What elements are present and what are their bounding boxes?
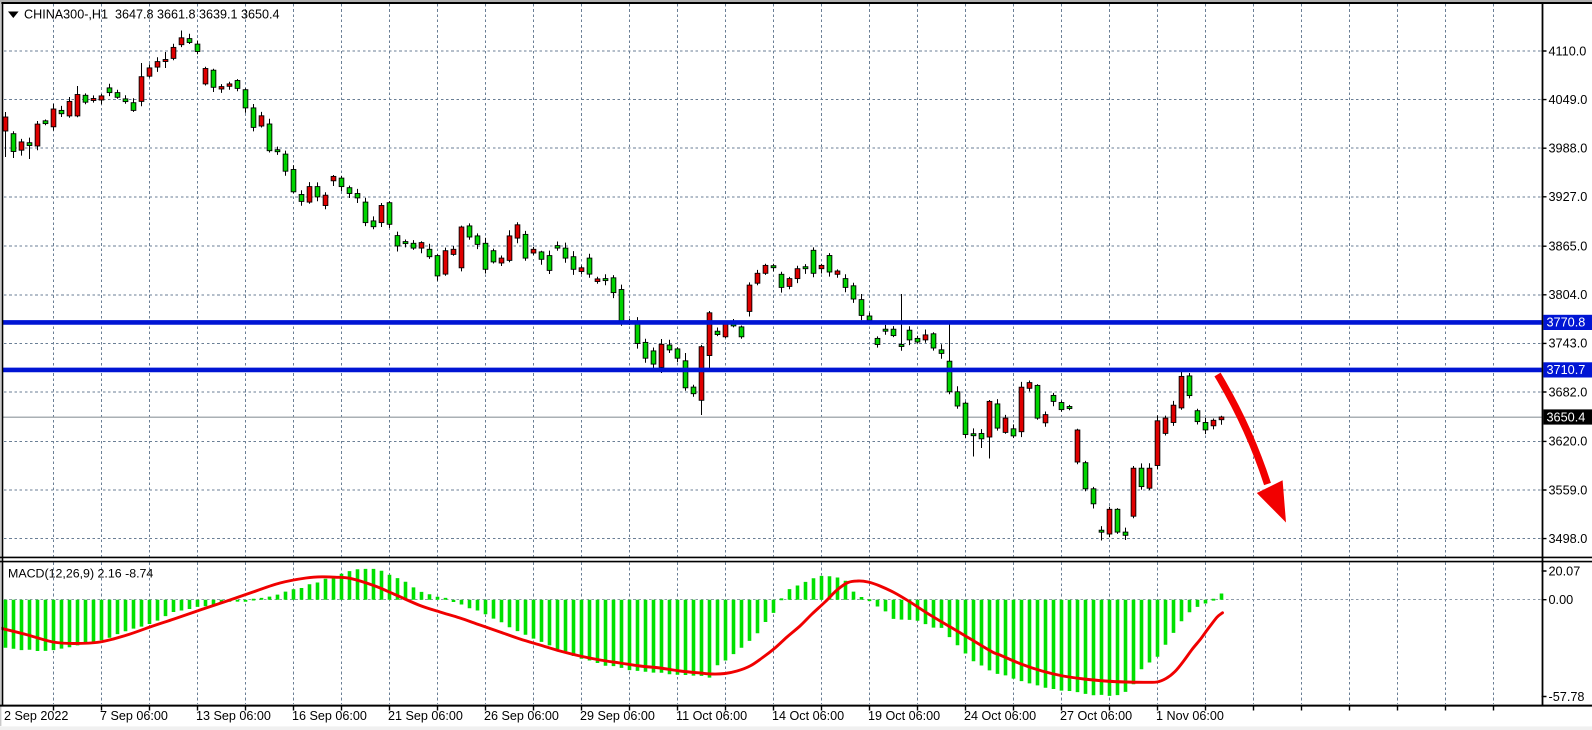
- svg-text:20.07: 20.07: [1549, 564, 1581, 578]
- svg-text:16 Sep 06:00: 16 Sep 06:00: [292, 709, 367, 723]
- svg-text:7 Sep 06:00: 7 Sep 06:00: [100, 709, 168, 723]
- svg-text:-57.78: -57.78: [1549, 690, 1585, 704]
- svg-text:4049.0: 4049.0: [1549, 93, 1588, 107]
- svg-text:27 Oct 06:00: 27 Oct 06:00: [1060, 709, 1132, 723]
- svg-text:26 Sep 06:00: 26 Sep 06:00: [484, 709, 559, 723]
- svg-text:1 Nov 06:00: 1 Nov 06:00: [1156, 709, 1224, 723]
- svg-text:3682.0: 3682.0: [1549, 385, 1588, 399]
- svg-text:19 Oct 06:00: 19 Oct 06:00: [868, 709, 940, 723]
- svg-text:3927.0: 3927.0: [1549, 190, 1588, 204]
- svg-text:24 Oct 06:00: 24 Oct 06:00: [964, 709, 1036, 723]
- svg-text:14 Oct 06:00: 14 Oct 06:00: [772, 709, 844, 723]
- svg-text:21 Sep 06:00: 21 Sep 06:00: [388, 709, 463, 723]
- svg-text:3559.0: 3559.0: [1549, 483, 1588, 497]
- svg-text:11 Oct 06:00: 11 Oct 06:00: [676, 709, 747, 723]
- svg-text:3650.4: 3650.4: [1547, 410, 1586, 424]
- svg-text:3710.7: 3710.7: [1547, 363, 1586, 377]
- svg-text:13 Sep 06:00: 13 Sep 06:00: [196, 709, 271, 723]
- svg-text:MACD(12,26,9) 2.16 -8.74: MACD(12,26,9) 2.16 -8.74: [8, 567, 153, 581]
- svg-text:CHINA300-,H1 3647.8 3661.8 36: CHINA300-,H1 3647.8 3661.8 3639.1 3650.4: [24, 8, 280, 22]
- svg-text:3498.0: 3498.0: [1549, 532, 1588, 546]
- svg-text:0.00: 0.00: [1549, 593, 1574, 607]
- svg-text:3804.0: 3804.0: [1549, 288, 1588, 302]
- svg-text:3988.0: 3988.0: [1549, 142, 1588, 156]
- svg-text:3770.8: 3770.8: [1547, 316, 1586, 330]
- svg-text:4110.0: 4110.0: [1549, 44, 1587, 58]
- svg-text:3620.0: 3620.0: [1549, 435, 1588, 449]
- svg-text:3865.0: 3865.0: [1549, 240, 1588, 254]
- svg-text:29 Sep 06:00: 29 Sep 06:00: [580, 709, 655, 723]
- svg-text:3743.0: 3743.0: [1549, 337, 1588, 351]
- svg-text:2 Sep 2022: 2 Sep 2022: [4, 709, 68, 723]
